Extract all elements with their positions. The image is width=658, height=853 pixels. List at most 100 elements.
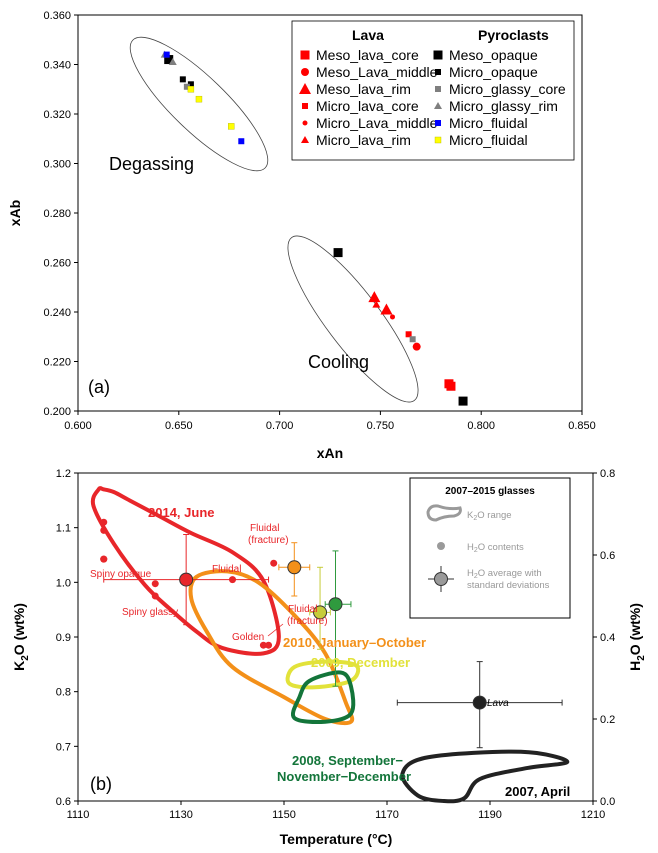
legend-marker-meso-lava-core <box>300 50 310 60</box>
series-label-lava: Lava <box>487 698 509 709</box>
panel-a-x-tick-label: 0.650 <box>165 420 193 432</box>
legend-label-micro-lava-rim: Micro_lava_rim <box>316 132 411 148</box>
panel-a-x-tick-label: 0.600 <box>64 420 92 432</box>
panel-a-points <box>160 50 468 406</box>
panel-b-legend-box <box>409 477 571 619</box>
panel-a-data-point <box>412 342 421 351</box>
panel-b-x-tick-label: 1210 <box>581 809 605 821</box>
panel-b-right-y-label: H2O (wt%) <box>627 603 647 671</box>
annotation-fluidal-fracture-1-line2: (fracture) <box>248 535 289 546</box>
panel-a-x-tick-label: 0.800 <box>467 420 495 432</box>
panel-b-left-tick-label: 1.0 <box>56 577 71 589</box>
panel-a-y-tick-label: 0.200 <box>43 406 71 418</box>
h2o-content-point <box>100 526 108 534</box>
panel-a-y-tick-label: 0.260 <box>43 258 71 270</box>
panel-a-data-point <box>168 58 177 66</box>
panel-b-x-ticks: 1110 1130 1150 1170 1190 1210 <box>67 801 605 821</box>
annotation-spiny-glassy: Spiny glassy <box>122 607 178 618</box>
panel-a-y-tick-label: 0.240 <box>43 307 71 319</box>
panel-a-data-point <box>405 331 412 338</box>
legend-marker-micro-fluidal <box>434 136 442 144</box>
panel-a-data-point <box>333 248 343 258</box>
legend-group-pyroclasts: Pyroclasts <box>478 27 549 43</box>
legend-marker-meso-lava-rim <box>299 83 311 94</box>
h2o-content-point <box>151 592 159 600</box>
h2o-average-point <box>328 597 343 612</box>
panel-b-left-y-label: K2O (wt%) <box>11 603 31 671</box>
panel-a-data-point <box>164 55 174 65</box>
panel-b-legend: 2007–2015 glasses K2O range H2O contents… <box>409 477 571 619</box>
panel-b-left-tick-label: 0.8 <box>56 687 71 699</box>
panel-b-right-tick-label: 0.8 <box>600 468 615 480</box>
panel-a-data-point <box>446 381 456 391</box>
legend-marker-meso-lava-middle <box>301 68 309 76</box>
panel-b-left-tick-label: 0.9 <box>56 632 71 644</box>
panel-a-y-tick-label: 0.340 <box>43 60 71 72</box>
panel-a-data-point <box>389 314 395 320</box>
panel-a-y-ticks: 0.200 0.220 0.240 0.260 0.280 0.300 0.320 0.340… <box>43 10 78 418</box>
legend-marker-micro-opaque <box>435 69 441 75</box>
annotation-leader-line <box>267 623 284 637</box>
panel-b-left-tick-label: 1.2 <box>56 468 71 480</box>
h2o-content-points <box>100 518 278 649</box>
panel-a-data-point <box>183 83 190 90</box>
legend-label-micro-fluidal: Micro_fluidal <box>449 115 528 131</box>
k2o-range-outline <box>188 569 355 726</box>
series-label-2008-line1: 2008, September− <box>292 753 403 768</box>
panel-a-y-tick-label: 0.220 <box>43 357 71 369</box>
panel-b-x-tick-label: 1110 <box>67 809 90 821</box>
legend-k2o-range-icon <box>426 504 462 522</box>
series-label-2008-line2: November−December <box>277 769 411 784</box>
k2o-range-outline <box>290 670 356 725</box>
k2o-range-outlines <box>90 486 570 804</box>
panel-a-data-point <box>409 336 416 343</box>
panel-b-x-tick-label: 1190 <box>478 809 502 821</box>
panel-a-data-point <box>238 138 245 145</box>
panel-b-label: (b) <box>90 774 112 794</box>
degassing-annotation: Degassing <box>109 154 194 174</box>
legend-marker-micro-fluidal <box>435 120 441 126</box>
legend-label-micro-fluidal: Micro_fluidal <box>449 132 528 148</box>
legend-label-meso-opaque: Meso_opaque <box>449 47 538 63</box>
h2o-average-point <box>472 695 487 710</box>
legend-h2o-contents-label: H2O contents <box>467 542 524 554</box>
panel-a-legend-box <box>291 20 575 161</box>
panel-a-data-point <box>187 81 194 88</box>
panel-a-y-label: xAb <box>7 200 23 226</box>
panel-b-right-tick-label: 0.2 <box>600 714 615 726</box>
panel-b-left-tick-label: 1.1 <box>56 523 71 535</box>
annotation-fluidal-fracture-2-line1: Fluidal <box>288 604 317 615</box>
legend-k2o-range-label: K2O range <box>467 510 512 522</box>
panel-a-y-tick-label: 0.320 <box>43 109 71 121</box>
panel-a-data-point <box>163 51 170 58</box>
panel-b-x-tick-label: 1130 <box>169 809 193 821</box>
panel-a-x-tick-label: 0.850 <box>568 420 596 432</box>
h2o-average-points <box>103 534 563 749</box>
h2o-average-point <box>313 605 328 620</box>
panel-a-x-tick-label: 0.700 <box>266 420 294 432</box>
legend-label-micro-lava-core: Micro_lava_core <box>316 98 419 114</box>
panel-a-data-point <box>195 95 203 103</box>
annotation-fluidal-fracture-1-line1: Fluidal <box>250 523 279 534</box>
legend-label-meso-lava-rim: Meso_lava_rim <box>316 81 411 97</box>
h2o-content-point <box>270 559 278 567</box>
legend-h2o-average-icon <box>428 566 454 592</box>
panel-a-x-tick-label: 0.750 <box>367 420 395 432</box>
h2o-average-point <box>287 560 302 575</box>
panel-a-data-point <box>368 291 381 303</box>
panel-a-y-tick-label: 0.300 <box>43 159 71 171</box>
legend-label-micro-glassy-rim: Micro_glassy_rim <box>449 98 558 114</box>
cooling-annotation: Cooling <box>308 352 369 372</box>
annotation-spiny-opaque: Spiny opaque <box>90 569 152 580</box>
panel-a-scatter: 0.600 0.650 0.700 0.750 0.800 0.850 0.200 0.22… <box>7 10 596 461</box>
h2o-content-point <box>151 580 159 588</box>
h2o-content-point <box>259 641 267 649</box>
panel-a-y-tick-label: 0.280 <box>43 208 71 220</box>
panel-b-scatter: 1110 1130 1150 1170 1190 1210 0.6 0.7 0.8 0.9 1.0… <box>11 468 647 847</box>
panel-a-data-point <box>372 300 381 308</box>
panel-a-data-point <box>228 123 235 130</box>
panel-a-data-point <box>380 303 393 315</box>
panel-a-data-point <box>458 396 468 406</box>
panel-b-right-tick-label: 0.6 <box>600 550 615 562</box>
series-label-2014: 2014, June <box>148 505 215 520</box>
